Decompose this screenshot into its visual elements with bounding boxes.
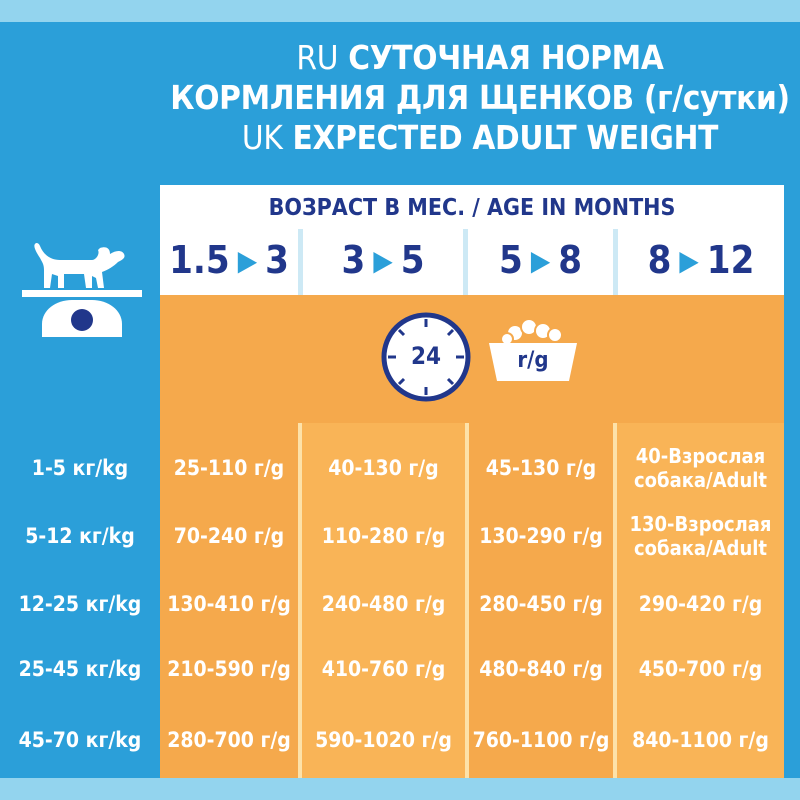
table-cell: 280-450 г/g	[479, 592, 603, 616]
table-cell: 840-1100 г/g	[632, 728, 769, 752]
chevron-right-icon: ▶	[679, 243, 699, 277]
table-cell: 410-760 г/g	[321, 657, 446, 681]
clock-24h-icon: 24	[380, 311, 472, 403]
table-cell: 40-130 г/g	[328, 456, 439, 480]
weight-label-5: 45-70 кг/kg	[18, 728, 142, 752]
column-background	[302, 423, 465, 778]
top-stripe	[0, 0, 800, 22]
title-text-3: EXPECTED ADULT WEIGHT	[292, 118, 719, 157]
age-from: 8	[647, 238, 672, 282]
title-line-2: КОРМЛЕНИЯ ДЛЯ ЩЕНКОВ (г/сутки)	[170, 78, 790, 117]
table-cell: 110-280 г/g	[321, 524, 446, 548]
age-from: 3	[341, 238, 366, 282]
age-divider	[613, 229, 618, 295]
table-cell: 280-700 г/g	[167, 728, 291, 752]
table-cell: 450-700 г/g	[638, 657, 763, 681]
age-to: 12	[706, 238, 755, 282]
bottom-stripe	[0, 778, 800, 800]
age-to: 8	[558, 238, 582, 282]
table-cell: 130-290 г/g	[479, 524, 603, 548]
dog-on-scale-icon	[22, 232, 142, 342]
age-header: ВОЗРАСТ В МЕС. / AGE IN MONTHS	[268, 195, 676, 221]
column-separator	[298, 423, 302, 778]
chevron-right-icon: ▶	[530, 243, 551, 277]
table-cell: 25-110 г/g	[173, 456, 285, 480]
table-cell: 130-Взрослая собака/Adult	[629, 512, 772, 560]
table-cell: 210-590 г/g	[167, 657, 291, 681]
age-to: 5	[400, 238, 425, 282]
weight-label-2: 5-12 кг/kg	[25, 524, 135, 548]
column-background	[469, 423, 613, 778]
column-background	[160, 423, 298, 778]
clock-label: 24	[410, 342, 442, 370]
age-from: 1.5	[169, 238, 230, 282]
table-cell: 240-480 г/g	[321, 592, 446, 616]
feeding-table	[160, 423, 784, 778]
age-divider	[298, 229, 303, 295]
chevron-right-icon: ▶	[237, 243, 258, 277]
title-line-3: UK EXPECTED ADULT WEIGHT	[160, 118, 800, 158]
title-text-1: СУТОЧНАЯ НОРМА	[348, 38, 664, 77]
column-background	[617, 423, 784, 778]
food-bowl-icon	[485, 315, 581, 385]
table-cell: 45-130 г/g	[485, 456, 597, 480]
age-column-2: 3 ▶ 5	[303, 225, 463, 295]
table-cell: 130-410 г/g	[167, 592, 291, 616]
table-cell: 760-1100 г/g	[472, 728, 610, 752]
weight-label-1: 1-5 кг/kg	[31, 456, 129, 480]
column-separator	[613, 423, 617, 778]
age-column-3: 5 ▶ 8	[468, 225, 613, 295]
age-from: 5	[499, 238, 523, 282]
age-column-1: 1.5 ▶ 3	[160, 225, 298, 295]
table-cell: 480-840 г/g	[479, 657, 603, 681]
age-to: 3	[265, 238, 289, 282]
bowl-label: r/g	[517, 348, 549, 373]
table-cell: 40-Взрослая собака/Adult	[633, 444, 768, 492]
title-lang-uk: UK	[241, 118, 283, 157]
table-cell: 590-1020 г/g	[315, 728, 452, 752]
table-cell: 70-240 г/g	[173, 524, 285, 548]
chevron-right-icon: ▶	[373, 243, 393, 277]
age-column-4: 8 ▶ 12	[618, 225, 784, 295]
table-cell: 290-420 г/g	[638, 592, 763, 616]
title-lang-ru: RU	[296, 38, 339, 77]
age-header-panel: ВОЗРАСТ В МЕС. / AGE IN MONTHS 1.5 ▶ 3 3…	[160, 185, 784, 295]
page-title: RU СУТОЧНАЯ НОРМА КОРМЛЕНИЯ ДЛЯ ЩЕНКОВ (…	[160, 38, 800, 158]
weight-label-3: 12-25 кг/kg	[18, 592, 142, 616]
weight-label-4: 25-45 кг/kg	[18, 657, 142, 681]
feed-band: 24 r/g	[160, 295, 784, 423]
column-separator	[465, 423, 469, 778]
age-divider	[463, 229, 468, 295]
title-line-1: RU СУТОЧНАЯ НОРМА	[160, 38, 800, 78]
